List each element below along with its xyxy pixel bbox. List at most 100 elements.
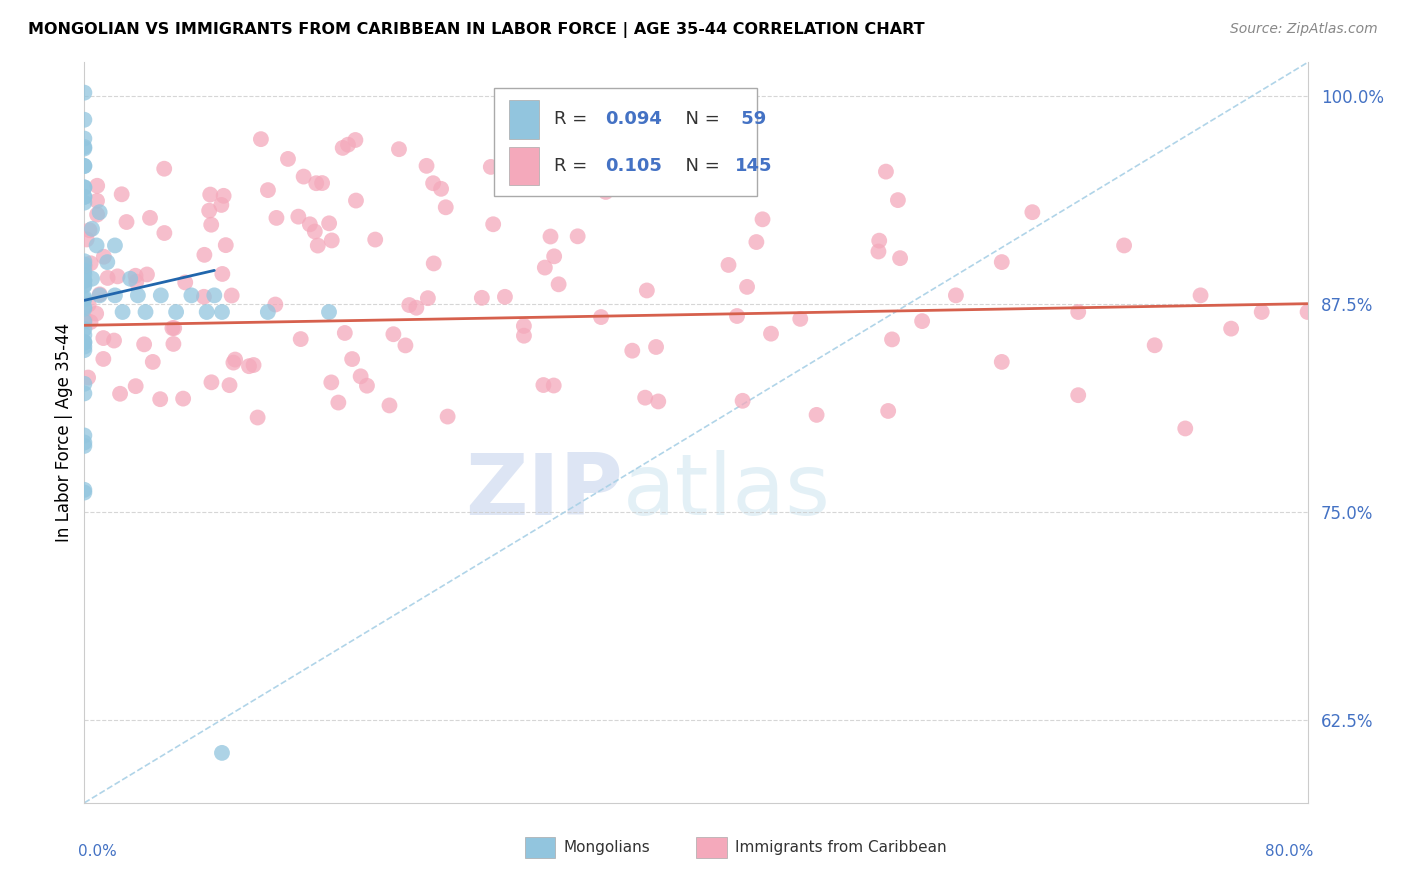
Point (1296, 305, 1319, 319)
Point (344, 194, 367, 208)
Text: Source: ZipAtlas.com: Source: ZipAtlas.com (1230, 22, 1378, 37)
Point (356, 378, 378, 392)
Point (1174, 421, 1197, 435)
Point (153, 161, 176, 176)
Text: 0.105: 0.105 (606, 157, 662, 175)
Point (875, 164, 897, 178)
Point (513, 318, 536, 333)
Point (73, 195, 96, 210)
Point (149, 392, 172, 407)
Point (328, 395, 350, 409)
Point (806, 408, 828, 422)
Point (73, 278, 96, 293)
Point (89, 205, 111, 219)
Point (97, 271, 120, 285)
Point (212, 189, 235, 203)
Point (77, 297, 100, 311)
Bar (494, 88, 758, 195)
Point (163, 321, 186, 335)
Point (153, 226, 176, 240)
Point (172, 392, 194, 406)
Point (89, 287, 111, 301)
Point (305, 176, 328, 190)
Point (180, 288, 202, 302)
Point (73, 340, 96, 354)
Point (195, 305, 218, 319)
Point (479, 160, 502, 174)
Text: ZIP: ZIP (465, 450, 623, 533)
Point (73, 428, 96, 442)
Point (73, 140, 96, 154)
Point (73, 386, 96, 401)
Point (1114, 238, 1136, 252)
Point (725, 309, 748, 323)
Point (124, 268, 146, 283)
Point (307, 238, 329, 252)
Point (200, 376, 222, 390)
Point (73, 334, 96, 349)
Point (73, 254, 96, 268)
Point (543, 249, 565, 263)
Point (73, 257, 96, 271)
Point (86, 238, 108, 252)
Point (73, 483, 96, 497)
Point (91, 351, 114, 366)
Point (242, 358, 264, 372)
Point (540, 229, 562, 244)
Point (349, 369, 371, 384)
Point (287, 210, 309, 224)
Point (73, 328, 96, 343)
Point (344, 133, 367, 147)
Point (547, 277, 569, 292)
Point (246, 410, 269, 425)
Point (73, 376, 96, 391)
Point (1189, 288, 1212, 302)
Point (318, 305, 340, 319)
Point (209, 198, 232, 212)
Point (337, 137, 360, 152)
Text: 145: 145 (735, 157, 773, 175)
Point (887, 193, 910, 207)
Point (73, 273, 96, 287)
Text: MONGOLIAN VS IMMIGRANTS FROM CARIBBEAN IN LABOR FORCE | AGE 35-44 CORRELATION CH: MONGOLIAN VS IMMIGRANTS FROM CARIBBEAN I… (28, 22, 925, 38)
Point (434, 200, 457, 214)
Point (76, 232, 98, 246)
Point (77, 370, 100, 384)
Point (80, 222, 103, 236)
Point (93, 331, 115, 345)
Point (298, 217, 321, 231)
Point (162, 337, 184, 351)
Point (80, 271, 103, 285)
Point (73, 180, 96, 194)
Point (142, 355, 165, 369)
Point (868, 244, 890, 259)
Point (73, 260, 96, 274)
Point (73, 335, 96, 350)
Point (73, 180, 96, 194)
Point (86, 194, 108, 208)
Point (645, 340, 668, 354)
Point (621, 343, 644, 358)
Point (149, 288, 172, 302)
Point (73, 277, 96, 292)
Point (103, 334, 125, 348)
Point (751, 212, 773, 227)
Point (79, 315, 101, 329)
Point (945, 288, 967, 302)
Point (73, 485, 96, 500)
Point (198, 203, 221, 218)
Point (482, 217, 505, 231)
Point (73, 274, 96, 288)
Point (238, 359, 260, 374)
Point (513, 328, 536, 343)
Point (73, 300, 96, 314)
Text: N =: N = (673, 111, 725, 128)
Point (382, 327, 405, 342)
Point (991, 255, 1014, 269)
Text: 80.0%: 80.0% (1265, 844, 1313, 858)
Point (86, 208, 108, 222)
Point (868, 234, 890, 248)
Point (73, 159, 96, 173)
Point (165, 305, 187, 319)
Point (104, 288, 127, 302)
